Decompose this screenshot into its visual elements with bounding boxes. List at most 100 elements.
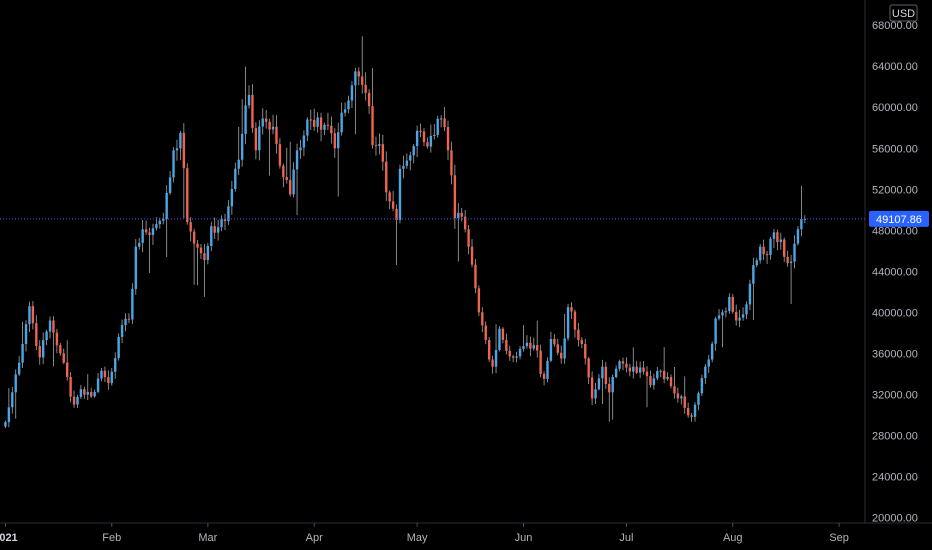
- candle-body: [453, 175, 457, 218]
- candle-body: [319, 117, 323, 130]
- candle-body: [584, 344, 587, 359]
- candle-body: [28, 306, 31, 325]
- candle: [203, 243, 206, 297]
- candle-body: [450, 150, 453, 176]
- candle: [114, 352, 117, 379]
- candle-body: [299, 147, 302, 151]
- candle: [309, 109, 312, 130]
- candle-body: [182, 132, 186, 169]
- candle: [388, 190, 391, 210]
- candle-body: [134, 246, 138, 289]
- candle-body: [189, 222, 192, 232]
- y-tick-label: 44000.00: [872, 266, 918, 278]
- candle-body: [525, 342, 529, 347]
- candle: [343, 102, 347, 117]
- candle: [295, 143, 299, 215]
- candle: [179, 130, 182, 161]
- candle: [460, 208, 463, 222]
- candle: [680, 394, 683, 405]
- candle: [669, 374, 673, 389]
- candle-body: [237, 159, 240, 169]
- y-tick-label: 20000.00: [872, 512, 918, 524]
- candle: [316, 112, 319, 133]
- candle-body: [278, 144, 282, 166]
- candle: [141, 219, 144, 253]
- candle-body: [745, 304, 748, 315]
- x-tick-label: Aug: [723, 532, 743, 544]
- time-axis[interactable]: 2021 Feb Mar Apr May Jun Jul Aug Sep: [0, 523, 849, 544]
- candle-body: [755, 260, 758, 266]
- candle-body: [35, 323, 38, 346]
- candle: [131, 283, 134, 324]
- candle-body: [793, 243, 796, 262]
- y-tick-label: 40000.00: [872, 307, 918, 319]
- candle: [560, 345, 563, 364]
- candle-body: [398, 168, 402, 221]
- candle: [676, 387, 680, 403]
- candle-body: [220, 219, 223, 228]
- candle: [429, 124, 433, 153]
- candle-body: [316, 117, 319, 127]
- candle: [62, 348, 65, 365]
- candle: [580, 337, 584, 349]
- candle: [415, 125, 419, 158]
- candle-body: [759, 246, 762, 261]
- candle: [731, 294, 734, 314]
- candle-body: [573, 311, 577, 330]
- candle: [234, 162, 237, 192]
- currency-badge[interactable]: USD: [889, 4, 918, 22]
- candle-body: [361, 76, 364, 85]
- candle: [738, 309, 741, 328]
- candle-body: [522, 346, 525, 349]
- candle-body: [680, 396, 683, 399]
- candle-body: [611, 376, 614, 393]
- candle-body: [796, 229, 800, 244]
- candle-body: [439, 118, 443, 120]
- candle: [381, 134, 385, 171]
- candle-body: [446, 127, 450, 151]
- candle: [11, 387, 14, 414]
- candle: [264, 109, 268, 129]
- candle: [518, 345, 522, 360]
- x-tick-label: 2021: [0, 532, 18, 544]
- candle-body: [206, 245, 210, 261]
- candle: [258, 120, 261, 161]
- candle: [402, 155, 405, 179]
- candle-body: [498, 328, 501, 351]
- candle-body: [374, 145, 378, 147]
- candle-body: [601, 366, 604, 379]
- x-tick-label: Mar: [198, 532, 217, 544]
- candle-body: [662, 370, 666, 380]
- candle-body: [436, 118, 439, 135]
- candle-body: [240, 133, 244, 160]
- candle-body: [7, 407, 11, 423]
- candle: [662, 347, 666, 384]
- candle-body: [155, 224, 158, 229]
- price-axis[interactable]: 20000.00 24000.00 28000.00 32000.00 36000.00…: [872, 20, 918, 524]
- x-tick-label: Sep: [829, 532, 849, 544]
- candle: [686, 402, 690, 418]
- candle-body: [669, 377, 673, 387]
- y-tick-label: 32000.00: [872, 389, 918, 401]
- candle: [505, 333, 508, 355]
- candle-body: [175, 148, 179, 151]
- candle-body: [38, 345, 41, 358]
- candle-body: [162, 219, 165, 221]
- currency-box: [889, 4, 918, 22]
- candle: [7, 388, 11, 428]
- candle-body: [470, 246, 474, 265]
- candle: [532, 337, 535, 351]
- candle: [439, 115, 443, 128]
- candle-body: [326, 124, 330, 126]
- candle: [268, 118, 271, 176]
- candle: [59, 342, 62, 356]
- candle-body: [110, 371, 113, 384]
- candle: [391, 190, 395, 212]
- candle: [570, 302, 573, 320]
- candle: [96, 373, 100, 394]
- candle-body: [426, 142, 429, 147]
- last-price-label: 49107.86: [876, 214, 922, 226]
- candle-body: [676, 393, 680, 399]
- candle-body: [731, 296, 734, 312]
